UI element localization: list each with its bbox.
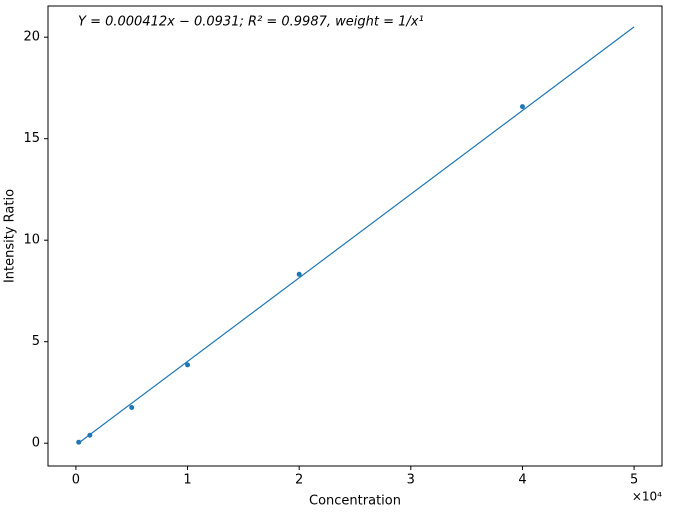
y-tick-label: 20	[23, 30, 40, 45]
data-point	[185, 362, 191, 368]
plot-frame	[47, 5, 663, 467]
y-tick-label: 0	[32, 436, 40, 451]
y-tick-label: 10	[23, 233, 40, 248]
x-tick-label: 0	[72, 473, 80, 488]
x-tick-label: 3	[407, 473, 415, 488]
y-tick-label: 15	[23, 131, 40, 146]
x-offset-label: ×10⁴	[632, 490, 662, 504]
y-axis-label: Intensity Ratio	[3, 189, 18, 283]
data-point	[296, 271, 302, 277]
data-point	[76, 439, 82, 445]
y-tick-label: 5	[32, 334, 40, 349]
fit-line	[78, 26, 635, 444]
x-tick-label: 5	[630, 473, 638, 488]
data-point	[519, 104, 525, 110]
data-point	[129, 404, 135, 410]
annotation: Y = 0.000412x − 0.0931; R² = 0.9987, wei…	[78, 15, 424, 30]
x-tick-label: 1	[183, 473, 191, 488]
x-tick-label: 4	[518, 473, 526, 488]
x-tick-label: 2	[295, 473, 303, 488]
x-axis-label: Concentration	[309, 494, 401, 509]
